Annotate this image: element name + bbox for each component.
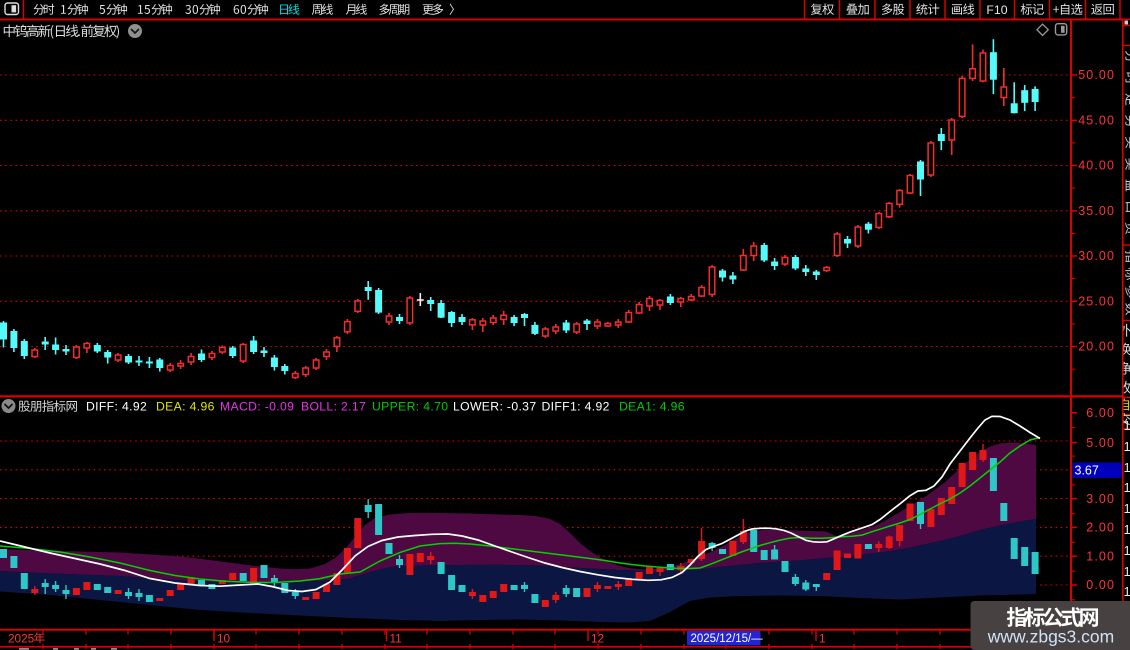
svg-text:MACD: -0.09: MACD: -0.09	[220, 400, 294, 414]
svg-text:1: 1	[1124, 584, 1130, 599]
svg-text:UPPER: 4.70: UPPER: 4.70	[372, 400, 448, 414]
svg-text:1.00: 1.00	[1086, 549, 1115, 563]
svg-text:1: 1	[819, 631, 826, 645]
svg-text:2.00: 2.00	[1086, 521, 1115, 535]
svg-text:www.zbgs3.com: www.zbgs3.com	[987, 627, 1114, 647]
svg-text:1: 1	[1124, 564, 1130, 579]
svg-text:12: 12	[591, 631, 604, 645]
svg-text:20.00: 20.00	[1078, 340, 1115, 354]
svg-text:LOWER: -0.37: LOWER: -0.37	[453, 400, 536, 414]
svg-text:1: 1	[1124, 543, 1130, 558]
svg-text:1: 1	[1124, 480, 1130, 495]
svg-text:6.00: 6.00	[1086, 406, 1115, 420]
svg-text:30.00: 30.00	[1078, 249, 1115, 263]
svg-text:11: 11	[390, 631, 402, 645]
svg-text:25.00: 25.00	[1078, 295, 1115, 309]
svg-text:BOLL: 2.17: BOLL: 2.17	[301, 400, 366, 414]
svg-text:3.67: 3.67	[1075, 464, 1099, 478]
svg-text:DEA1: 4.96: DEA1: 4.96	[619, 400, 685, 414]
svg-text:2025/12/15/—: 2025/12/15/—	[691, 633, 764, 645]
svg-text:3.00: 3.00	[1086, 492, 1115, 506]
svg-text:DIFF: 4.92: DIFF: 4.92	[86, 400, 147, 414]
svg-text:F10: F10	[986, 3, 1007, 17]
svg-text:2025: 2025	[8, 631, 35, 645]
svg-text:DEA: 4.96: DEA: 4.96	[156, 400, 215, 414]
svg-text:35.00: 35.00	[1078, 204, 1115, 218]
svg-text:50.00: 50.00	[1078, 68, 1115, 82]
svg-text:1: 1	[1124, 418, 1130, 433]
svg-text:10: 10	[217, 631, 231, 645]
svg-text:40.00: 40.00	[1078, 159, 1115, 173]
svg-text:45.00: 45.00	[1078, 114, 1115, 128]
svg-text:5.00: 5.00	[1086, 436, 1115, 450]
svg-text:1: 1	[1124, 522, 1130, 537]
svg-text:0.00: 0.00	[1086, 578, 1115, 592]
svg-text:1: 1	[1124, 460, 1130, 475]
svg-text:1: 1	[1124, 439, 1130, 454]
svg-text:DIFF1: 4.92: DIFF1: 4.92	[542, 400, 610, 414]
svg-text:1: 1	[1124, 501, 1130, 516]
